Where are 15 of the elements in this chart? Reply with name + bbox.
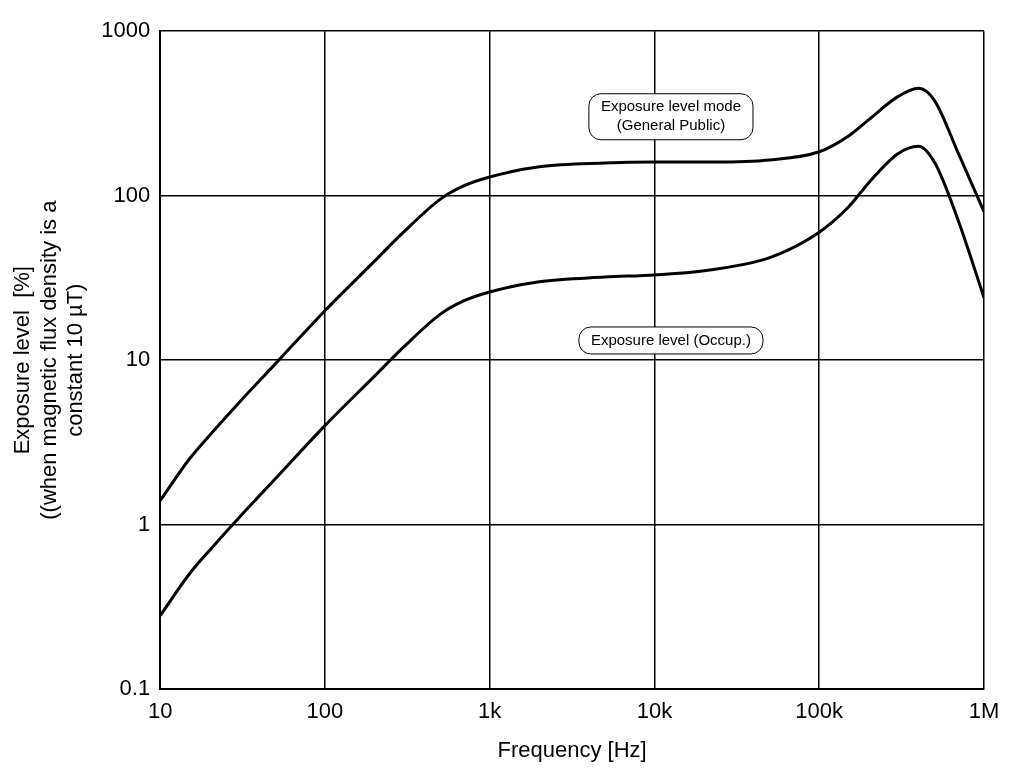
x-tick-label: 100 [306,698,344,724]
series-label: Exposure level mode (General Public) [600,97,741,134]
x-tick-label: 100k [795,698,845,724]
y-tick-label: 1 [137,510,151,536]
x-tick-label: 1k [478,698,503,724]
y-tick-label: 0.1 [119,675,151,701]
y-tick-label: 100 [113,181,151,207]
y-tick-label: 1000 [101,17,151,43]
x-axis-title: Frequency [Hz] [497,736,647,762]
x-tick-label: 10k [636,698,674,724]
x-tick-label: 10 [147,698,173,724]
y-axis-title: Exposure level [%] ((when magnetic flux density is a constant 10 µT) [9,199,88,520]
y-tick-label: 10 [125,346,151,372]
text: Exposure level (Occup.) [590,330,751,348]
x-tick-label: 1M [968,698,1000,724]
